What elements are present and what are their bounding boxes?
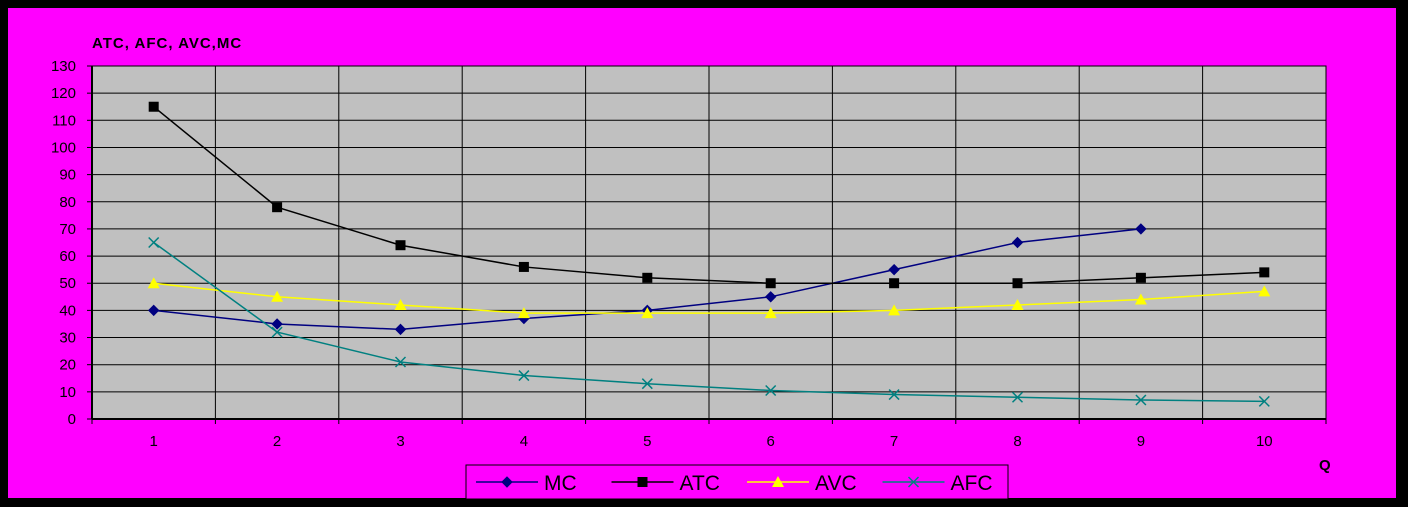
legend-label-mc: MC	[544, 472, 577, 495]
y-tick-label: 70	[59, 221, 76, 238]
data-point-mc	[888, 263, 900, 276]
x-tick-label: 9	[1137, 433, 1145, 450]
data-point-atc	[642, 272, 653, 283]
data-point-afc	[518, 370, 530, 382]
data-point-atc	[1135, 272, 1146, 283]
data-point-afc	[1258, 395, 1270, 407]
y-tick-label: 90	[59, 167, 76, 184]
y-tick-label: 10	[59, 384, 76, 401]
data-point-avc	[888, 304, 901, 316]
y-tick-label: 0	[68, 411, 76, 428]
x-tick-label: 3	[396, 433, 404, 450]
x-tick-label: 10	[1256, 433, 1273, 450]
data-point-avc	[1134, 293, 1147, 305]
data-point-afc	[641, 378, 653, 390]
series-line-avc	[153, 282, 1265, 314]
data-point-mc	[394, 323, 407, 336]
data-point-avc	[517, 307, 530, 319]
data-point-mc	[1135, 223, 1147, 235]
data-point-atc	[518, 261, 529, 272]
x-tick-label: 5	[643, 433, 651, 450]
x-tick-label: 4	[520, 433, 528, 450]
x-marker-stroke	[765, 384, 777, 397]
data-point-mc	[1011, 236, 1024, 249]
data-point-atc	[1259, 267, 1270, 278]
x-tick-label: 2	[273, 433, 281, 450]
x-marker-stroke	[1011, 391, 1024, 403]
data-point-avc	[1011, 298, 1024, 310]
data-point-avc	[271, 290, 284, 302]
y-tick-label: 20	[59, 357, 76, 374]
x-marker-stroke	[518, 370, 530, 382]
data-point-avc	[641, 307, 654, 319]
y-tick-label: 80	[59, 194, 76, 211]
y-tick-label: 30	[59, 330, 76, 347]
data-point-avc	[394, 298, 407, 310]
y-tick-label: 40	[59, 302, 76, 319]
data-point-afc	[271, 326, 283, 338]
legend-label-afc: AFC	[951, 472, 993, 495]
data-point-avc	[1258, 285, 1271, 297]
x-marker-stroke	[394, 356, 407, 368]
x-marker-stroke	[907, 476, 920, 488]
x-marker-stroke	[1135, 394, 1147, 406]
chart-title: ATC, AFC, AVC,MC	[92, 35, 242, 52]
series-line-afc	[153, 241, 1265, 403]
legend-label-avc: AVC	[815, 472, 857, 495]
data-point-afc	[148, 236, 160, 249]
data-point-atc	[272, 202, 283, 213]
y-tick-label: 50	[59, 275, 76, 292]
axis-layer: 0 10 20 30 40 50 60 70 80 90 100 110 120 130 1 2 3 4 5 6 7 8 9…	[51, 58, 1327, 450]
data-point-avc	[147, 277, 160, 289]
x-marker-stroke	[271, 326, 283, 338]
legend-marker-mc	[501, 476, 513, 488]
data-point-atc	[765, 278, 776, 289]
data-point-mc	[147, 304, 160, 317]
x-tick-label: 8	[1013, 433, 1021, 450]
x-marker-stroke	[148, 236, 160, 249]
x-marker-stroke	[888, 389, 900, 401]
x-tick-label: 7	[890, 433, 898, 450]
data-point-atc	[395, 240, 406, 251]
data-point-mc	[271, 318, 283, 330]
x-tick-label: 1	[150, 433, 158, 450]
data-point-atc	[1012, 278, 1023, 289]
y-tick-label: 60	[59, 248, 76, 265]
legend-marker-atc	[637, 477, 648, 487]
y-tick-label: 120	[51, 85, 76, 102]
series-layer	[147, 101, 1271, 407]
legend-marker-afc	[907, 476, 920, 488]
data-point-afc	[394, 356, 407, 368]
series-line-atc	[153, 106, 1265, 284]
data-point-atc	[148, 101, 159, 112]
y-tick-label: 130	[51, 58, 76, 75]
x-tick-label: 6	[767, 433, 775, 450]
data-point-atc	[889, 278, 900, 289]
x-axis-label: Q	[1319, 457, 1331, 474]
y-tick-label: 100	[51, 139, 76, 156]
data-point-afc	[1011, 391, 1024, 403]
data-point-afc	[888, 389, 900, 401]
legend: MC ATC AVC AFC	[465, 464, 1009, 500]
y-tick-label: 110	[52, 112, 76, 129]
data-point-afc	[1135, 394, 1147, 406]
legend-label-atc: ATC	[680, 472, 720, 495]
legend-marker-avc	[772, 476, 784, 487]
data-point-mc	[764, 291, 777, 303]
grid-layer	[91, 65, 1327, 420]
data-point-avc	[764, 307, 777, 319]
x-marker-stroke	[641, 378, 653, 390]
x-marker-stroke	[1258, 395, 1270, 407]
data-point-afc	[765, 384, 777, 397]
